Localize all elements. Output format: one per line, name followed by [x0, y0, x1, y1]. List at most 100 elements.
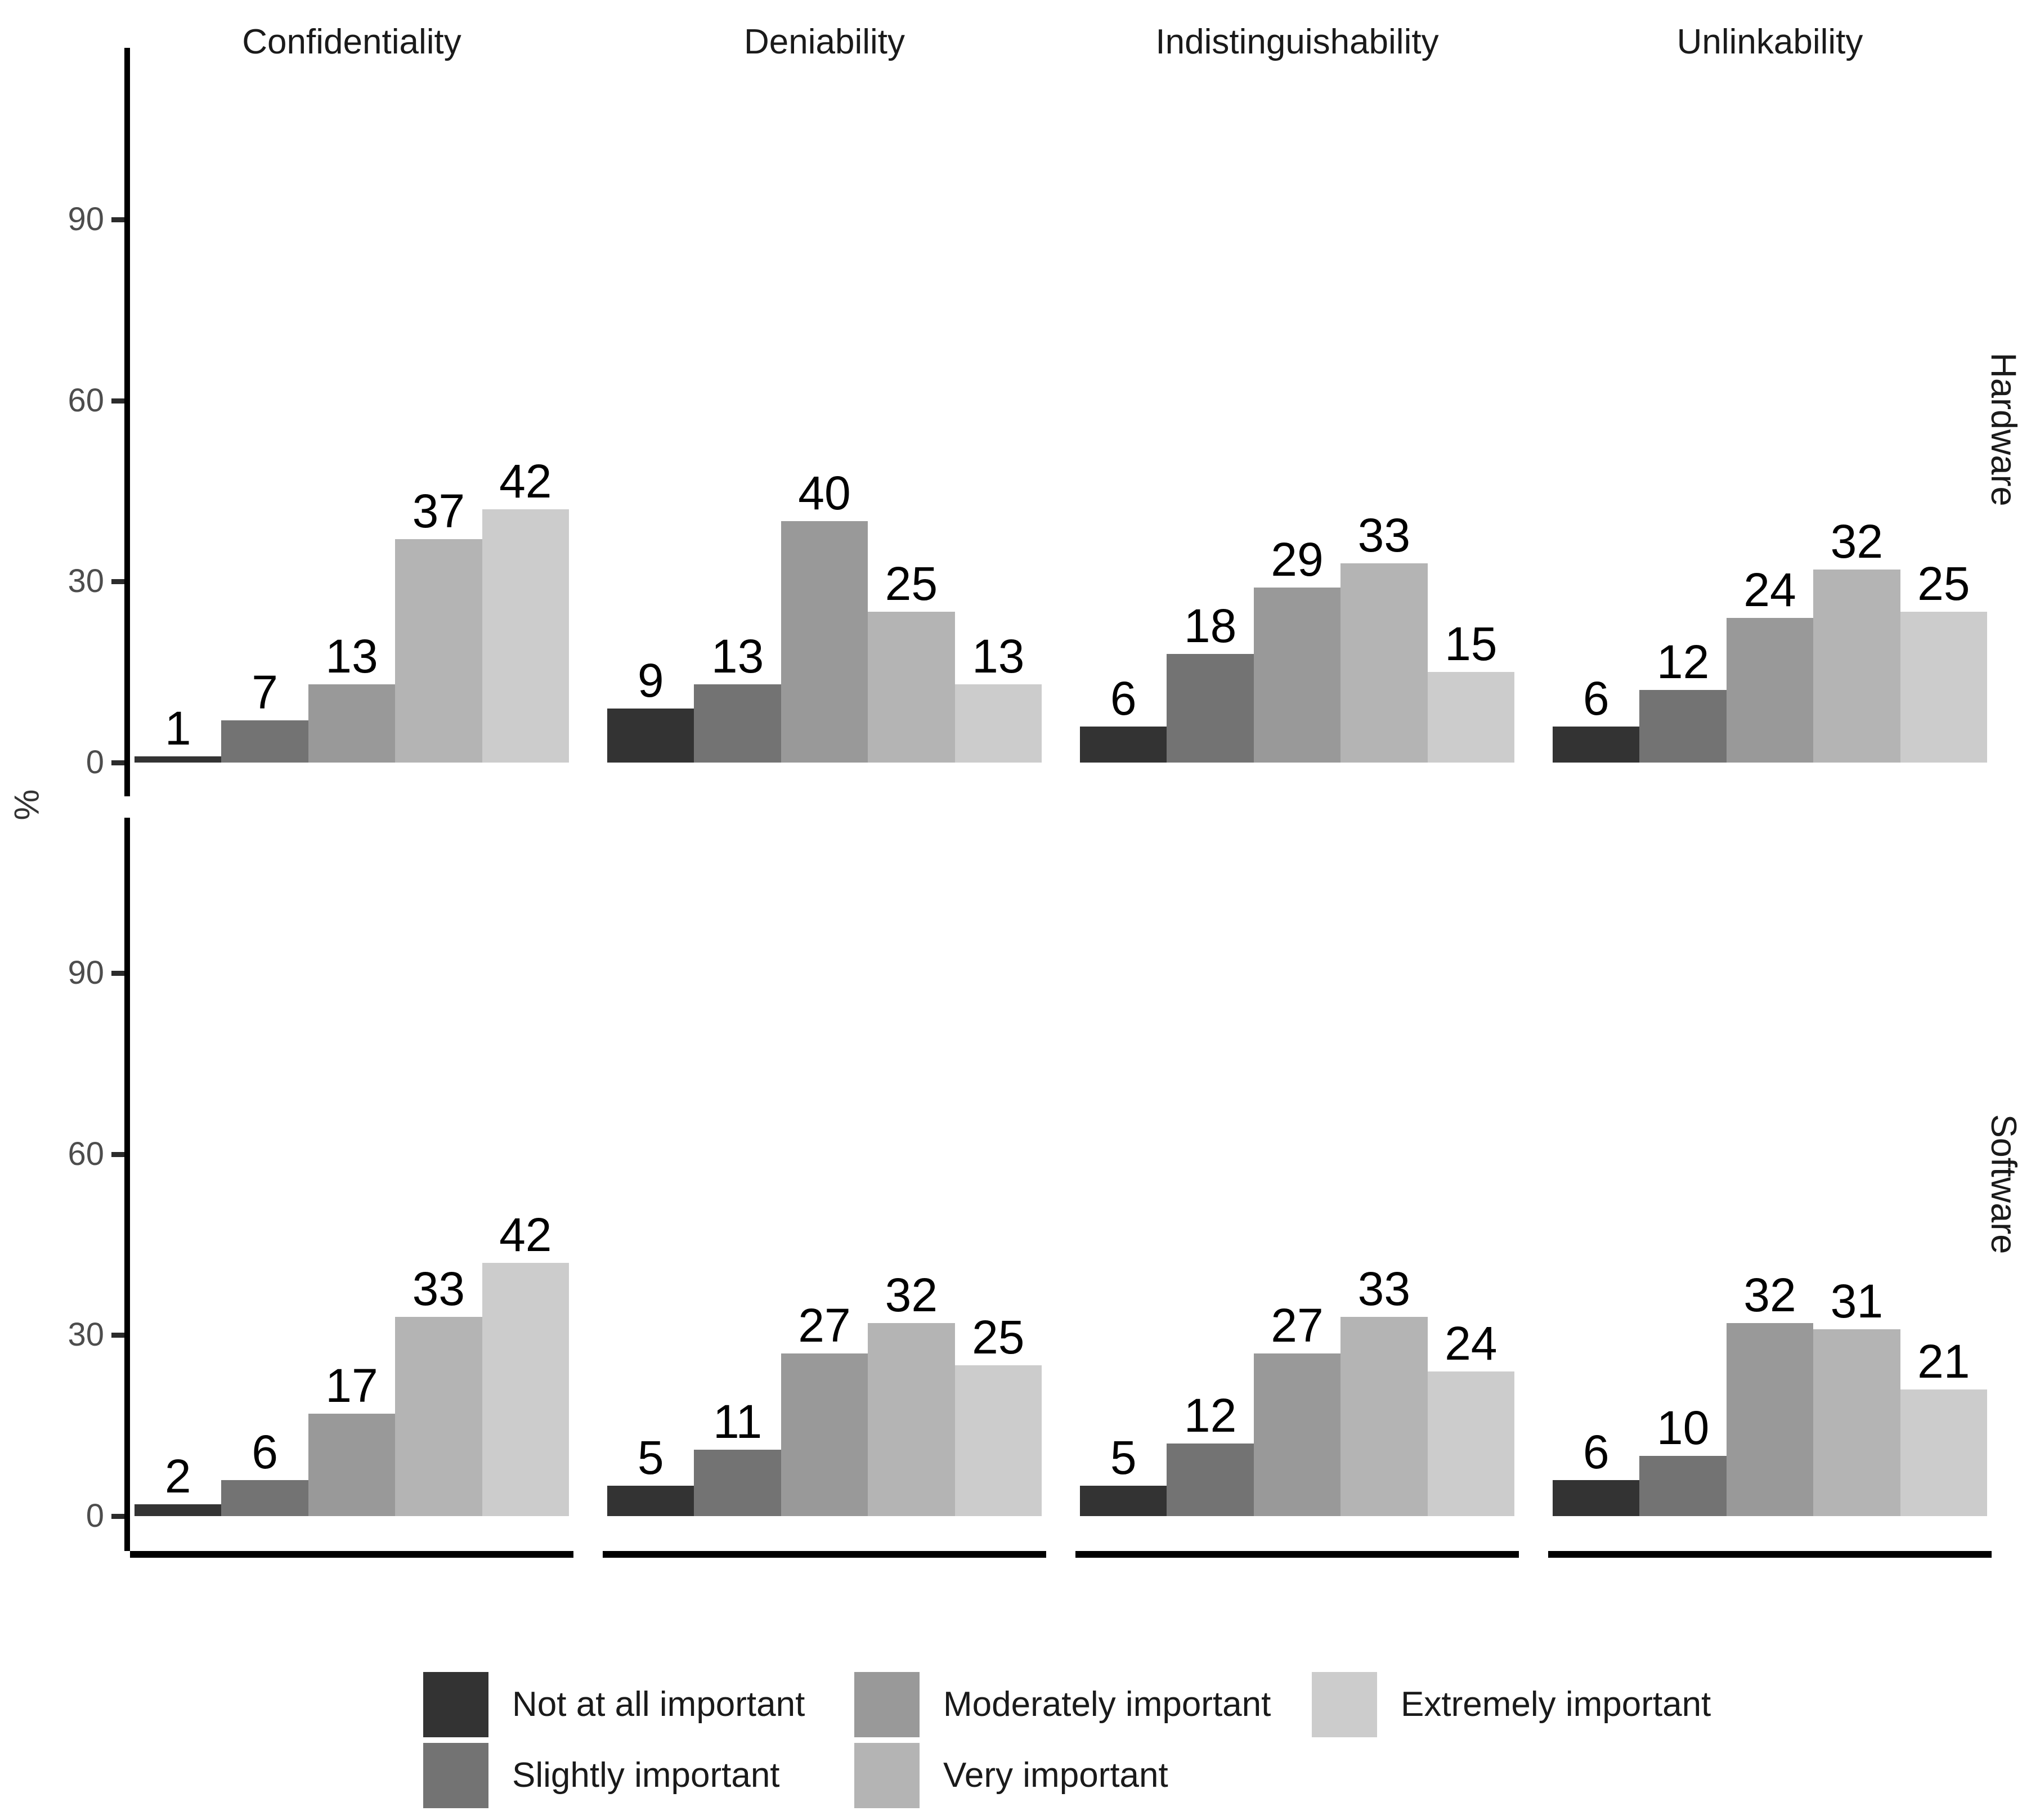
facet-title-deniability: Deniability [743, 23, 905, 61]
bar-value-label: 15 [1445, 617, 1498, 671]
bar [1167, 654, 1254, 763]
bar [607, 708, 694, 763]
x-axis-line [603, 1551, 1046, 1558]
y-axis-line [124, 818, 130, 1551]
bar [1639, 1455, 1727, 1516]
bar-value-label: 6 [1110, 671, 1137, 725]
facet-title-unlinkability: Unlinkability [1676, 23, 1863, 61]
bar-value-label: 42 [499, 1208, 552, 1261]
bar [1253, 1353, 1341, 1516]
x-axis-line [1548, 1551, 1992, 1558]
bar [694, 1450, 781, 1516]
bar [781, 521, 868, 763]
x-axis-line [130, 1551, 573, 1558]
bar-value-label: 5 [637, 1431, 664, 1485]
bar [134, 756, 222, 763]
bar [1726, 617, 1814, 763]
legend-item-label: Moderately important [943, 1685, 1271, 1724]
legend-swatch [423, 1672, 488, 1737]
bar [1900, 1389, 1987, 1516]
bar [1813, 570, 1900, 763]
bar-value-label: 24 [1445, 1316, 1498, 1370]
bar-value-label: 18 [1183, 599, 1237, 653]
y-tick-label: 0 [86, 744, 104, 781]
legend-item-label: Slightly important [512, 1756, 780, 1795]
bar-value-label: 37 [412, 485, 465, 538]
bar [395, 1317, 482, 1516]
y-tick-label: 90 [68, 954, 104, 992]
bar-value-label: 27 [1271, 1298, 1324, 1352]
x-axis-line [1075, 1551, 1519, 1558]
y-tick-label: 90 [68, 201, 104, 238]
legend-item-label: Very important [943, 1756, 1168, 1795]
bar-value-label: 9 [637, 653, 664, 707]
bar-value-label: 6 [1582, 1425, 1609, 1478]
bar [221, 1480, 308, 1516]
legend-swatch [423, 1743, 488, 1808]
bar [954, 684, 1042, 763]
y-tick-mark [111, 971, 124, 976]
bar [308, 1413, 396, 1516]
bar-value-label: 25 [1917, 557, 1970, 610]
bar-value-label: 21 [1917, 1334, 1970, 1388]
bar [221, 720, 308, 763]
bar [1167, 1444, 1254, 1516]
y-tick-label: 30 [68, 1316, 104, 1353]
bar-value-label: 33 [1357, 1262, 1411, 1316]
bar-value-label: 7 [252, 665, 278, 719]
legend-swatch [854, 1672, 920, 1737]
legend-swatch [1312, 1672, 1377, 1737]
bar-value-label: 13 [711, 629, 764, 683]
bar [134, 1504, 222, 1516]
bar-value-label: 40 [798, 467, 851, 520]
bar-value-label: 32 [885, 1268, 938, 1321]
bar [1427, 672, 1514, 763]
bar-value-label: 33 [412, 1262, 465, 1316]
y-axis-line [124, 48, 130, 796]
bar [781, 1353, 868, 1516]
y-tick-mark [111, 1151, 124, 1157]
bar-value-label: 29 [1271, 533, 1324, 586]
bar [308, 684, 396, 763]
bar-value-label: 13 [972, 629, 1025, 683]
bar [1340, 1317, 1428, 1516]
bar [1813, 1329, 1900, 1516]
bar-value-label: 12 [1183, 1389, 1237, 1442]
bar [694, 684, 781, 763]
bar-value-label: 5 [1110, 1431, 1137, 1485]
bar [1427, 1371, 1514, 1516]
bar [1080, 1486, 1167, 1516]
bar [1553, 1480, 1640, 1516]
y-tick-mark [111, 579, 124, 585]
y-tick-label: 60 [68, 1135, 104, 1172]
bar-value-label: 6 [252, 1425, 278, 1478]
bar-value-label: 42 [499, 454, 552, 508]
bar-value-label: 25 [885, 557, 938, 610]
legend-swatch [854, 1743, 920, 1808]
bar-value-label: 33 [1357, 509, 1411, 562]
bar-value-label: 17 [325, 1359, 378, 1412]
y-tick-mark [111, 760, 124, 765]
bar [607, 1486, 694, 1516]
facet-title-indistinguishability: Indistinguishability [1155, 23, 1439, 61]
bar [1726, 1323, 1814, 1516]
legend-item-label: Extremely important [1401, 1685, 1711, 1724]
y-tick-label: 60 [68, 382, 104, 419]
bar [868, 612, 955, 763]
bar [482, 509, 569, 763]
bar-value-label: 6 [1582, 671, 1609, 725]
bar-value-label: 11 [712, 1395, 763, 1449]
bar-value-label: 12 [1656, 635, 1710, 689]
bar-value-label: 25 [972, 1311, 1025, 1364]
bar-value-label: 27 [798, 1298, 851, 1352]
bar [954, 1365, 1042, 1516]
bar [1253, 588, 1341, 763]
bar-value-label: 32 [1743, 1268, 1796, 1321]
bar-value-label: 32 [1830, 514, 1884, 568]
y-tick-mark [111, 1514, 124, 1519]
bar [482, 1262, 569, 1516]
bar [868, 1323, 955, 1516]
bar [395, 539, 482, 763]
